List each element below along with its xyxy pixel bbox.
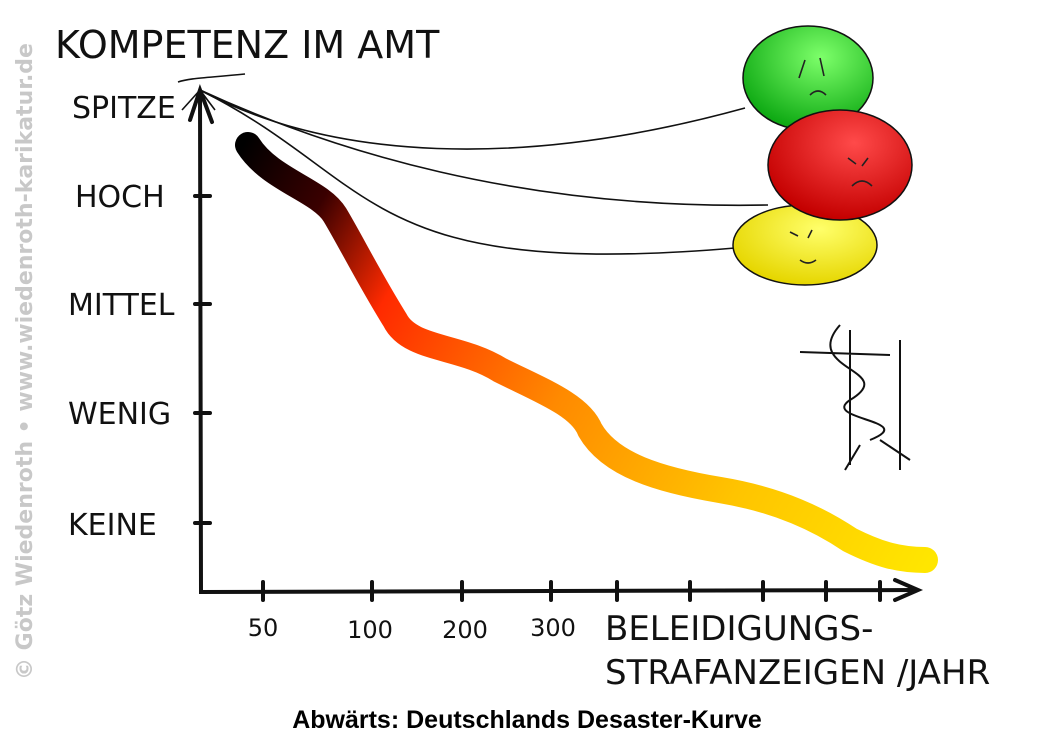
y-labels: SPITZE HOCH MITTEL WENIG KEINE — [68, 91, 176, 543]
x-label: 300 — [530, 614, 576, 642]
x-arrow — [893, 578, 924, 602]
competence-curve — [235, 132, 938, 573]
x-labels: 50 100 200 300 — [248, 614, 576, 644]
x-axis-label: STRAFANZEIGEN /JAHR — [605, 653, 990, 693]
x-axis-title: BELEIDIGUNGS- STRAFANZEIGEN /JAHR — [605, 609, 990, 693]
caption: Abwärts: Deutschlands Desaster-Kurve — [292, 706, 762, 734]
watermark: © Götz Wiedenroth • www.wiedenroth-karik… — [13, 43, 38, 680]
balloon-strings — [177, 73, 769, 255]
y-label: HOCH — [75, 180, 165, 215]
signature — [799, 324, 911, 471]
y-label: MITTEL — [68, 288, 175, 323]
x-label: 50 — [248, 614, 279, 642]
x-label: 100 — [347, 616, 393, 644]
axes — [188, 84, 924, 602]
chart-title: KOMPETENZ IM AMT — [55, 23, 440, 67]
y-ticks — [193, 194, 212, 525]
x-ticks — [261, 580, 882, 602]
x-label: 200 — [442, 616, 488, 644]
y-label: KEINE — [68, 508, 157, 543]
y-label: WENIG — [68, 397, 171, 432]
balloon-red — [767, 109, 913, 221]
y-label: SPITZE — [72, 91, 176, 126]
x-axis-label: BELEIDIGUNGS- — [605, 609, 873, 649]
balloon-faces — [789, 57, 873, 264]
axis-lines — [198, 90, 917, 595]
